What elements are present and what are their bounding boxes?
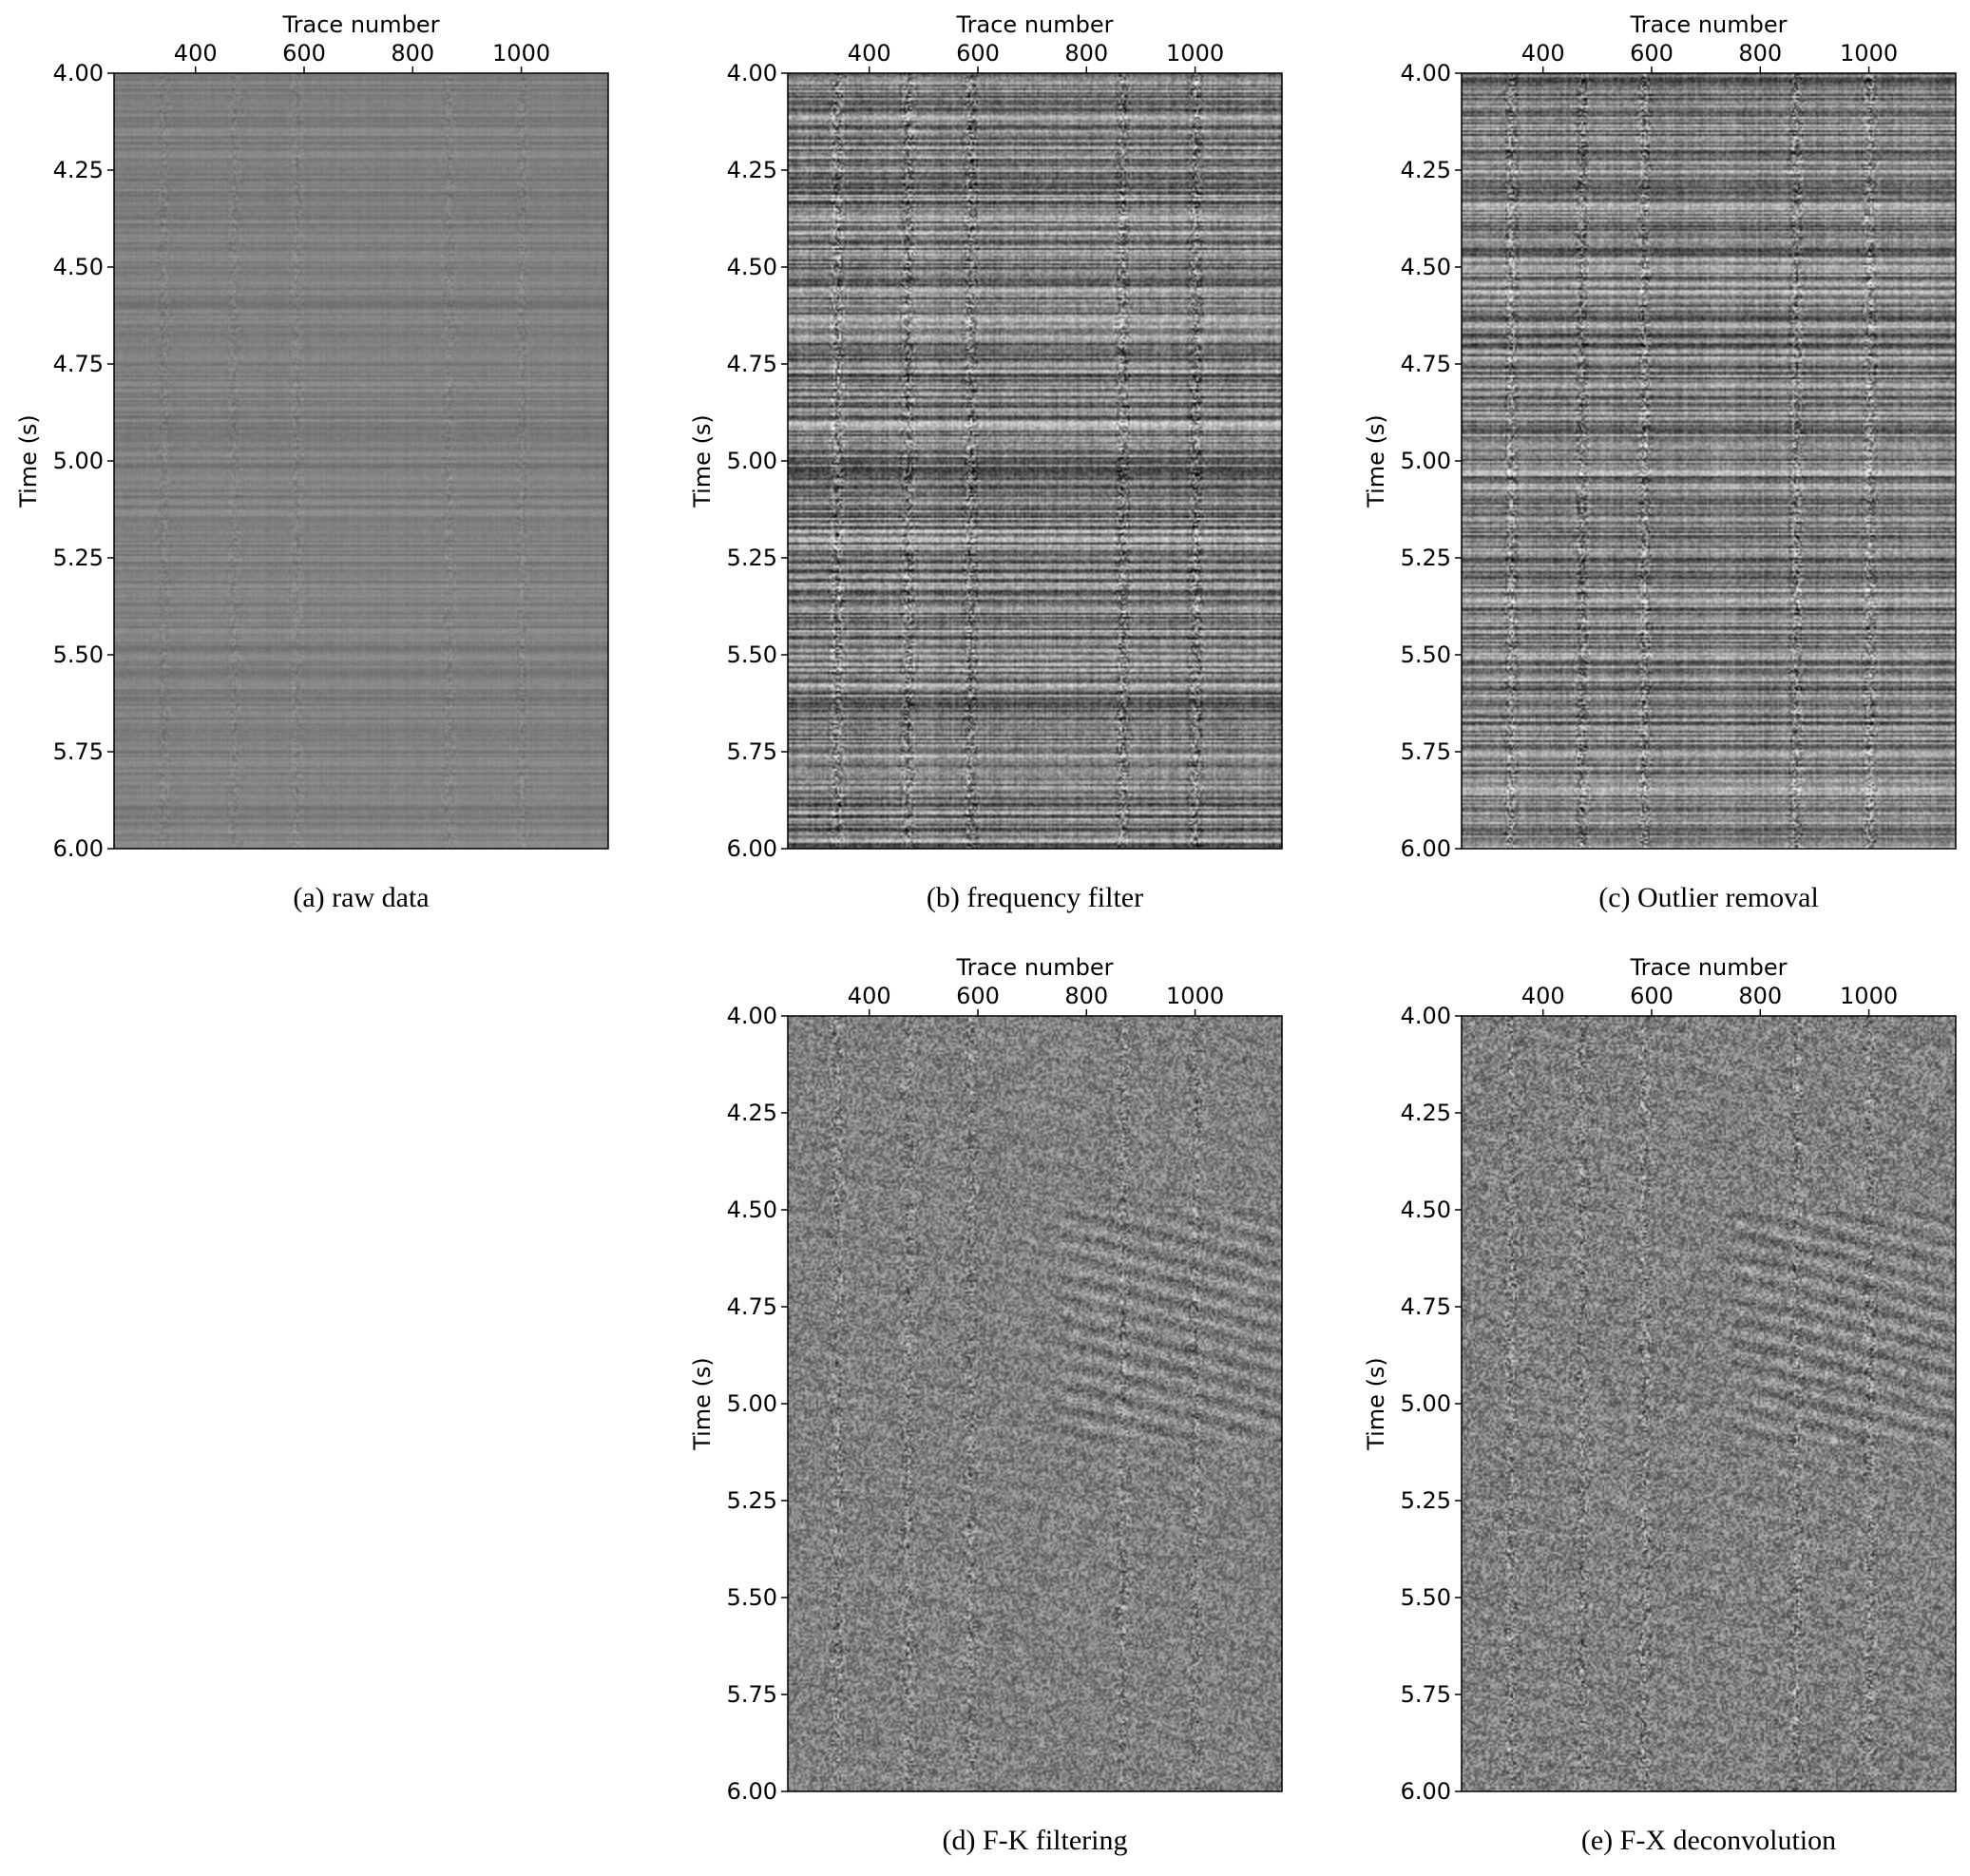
x-tick-label: 600: [282, 40, 326, 67]
y-tick-label: 5.00: [1401, 1390, 1451, 1417]
y-tick-label: 4.25: [727, 1100, 777, 1126]
heatmap-image: [788, 1016, 1282, 1791]
y-axis-label: Time (s): [1363, 1357, 1389, 1451]
y-tick-label: 5.75: [1401, 1681, 1451, 1708]
chart-panel-3: 400 600 800 1000 Trace number 4.00 4.25 4.50 4.7…: [689, 954, 1283, 1856]
x-tick-label: 1000: [1840, 40, 1898, 67]
x-axis-label: Trace number: [956, 11, 1114, 38]
y-tick-label: 4.25: [727, 157, 777, 183]
y-tick-label: 6.00: [727, 835, 777, 862]
x-tick-label: 800: [1738, 983, 1782, 1009]
x-tick-label: 600: [956, 40, 1000, 67]
y-tick-label: 5.25: [1401, 545, 1451, 571]
y-tick-label: 5.00: [53, 448, 104, 474]
x-tick-label: 1000: [492, 40, 550, 67]
panel-caption: (c) Outlier removal: [1598, 882, 1819, 913]
y-tick-label: 4.75: [53, 351, 104, 377]
y-tick-label: 6.00: [1401, 835, 1451, 862]
x-tick-label: 400: [1521, 40, 1565, 67]
heatmap-image: [788, 73, 1282, 849]
y-tick-label: 4.00: [1401, 60, 1451, 86]
y-tick-label: 5.25: [53, 545, 104, 571]
x-axis-label: Trace number: [282, 11, 440, 38]
y-tick-label: 5.75: [53, 738, 104, 765]
y-tick-label: 4.75: [1401, 1293, 1451, 1320]
y-tick-label: 5.50: [53, 641, 104, 668]
y-tick-label: 4.00: [53, 60, 104, 86]
y-tick-label: 5.50: [727, 1584, 777, 1611]
y-tick-label: 4.00: [1401, 1003, 1451, 1029]
x-tick-label: 600: [956, 983, 1000, 1009]
x-tick-label: 400: [848, 983, 891, 1009]
y-tick-label: 4.50: [727, 254, 777, 280]
y-tick-label: 5.75: [727, 1681, 777, 1708]
y-axis-label: Time (s): [15, 414, 42, 508]
x-tick-label: 600: [1630, 40, 1674, 67]
chart-panel-1: 400 600 800 1000 Trace number 4.00 4.25 4.50 4.7…: [689, 11, 1283, 913]
y-tick-label: 4.75: [727, 1293, 777, 1320]
x-axis-label: Trace number: [1630, 954, 1788, 981]
y-tick-label: 6.00: [1401, 1778, 1451, 1805]
x-tick-label: 1000: [1840, 983, 1898, 1009]
y-tick-label: 4.50: [1401, 1196, 1451, 1223]
x-tick-label: 1000: [1166, 983, 1224, 1009]
x-axis-label: Trace number: [956, 954, 1114, 981]
y-tick-label: 4.00: [727, 1003, 777, 1029]
y-tick-label: 4.75: [1401, 351, 1451, 377]
y-axis-label: Time (s): [1363, 414, 1389, 508]
x-tick-label: 800: [1064, 983, 1108, 1009]
y-tick-label: 5.50: [1401, 1584, 1451, 1611]
x-axis-label: Trace number: [1630, 11, 1788, 38]
heatmap-image: [1462, 73, 1956, 849]
x-tick-label: 1000: [1166, 40, 1224, 67]
x-tick-label: 400: [848, 40, 891, 67]
y-tick-label: 4.50: [1401, 254, 1451, 280]
y-tick-label: 4.50: [53, 254, 104, 280]
panel-caption: (b) frequency filter: [927, 882, 1143, 913]
y-tick-label: 5.75: [727, 738, 777, 765]
y-tick-label: 5.50: [727, 641, 777, 668]
x-tick-label: 800: [1064, 40, 1108, 67]
y-tick-label: 5.25: [1401, 1487, 1451, 1514]
y-tick-label: 4.25: [1401, 157, 1451, 183]
y-tick-label: 5.75: [1401, 738, 1451, 765]
y-tick-label: 6.00: [727, 1778, 777, 1805]
y-tick-label: 4.50: [727, 1196, 777, 1223]
y-tick-label: 5.00: [1401, 448, 1451, 474]
chart-panel-4: 400 600 800 1000 Trace number 4.00 4.25 4.50 4.7…: [1363, 954, 1957, 1856]
y-tick-label: 4.75: [727, 351, 777, 377]
y-tick-label: 5.00: [727, 1390, 777, 1417]
y-tick-label: 5.50: [1401, 641, 1451, 668]
y-tick-label: 5.00: [727, 448, 777, 474]
x-tick-label: 400: [174, 40, 218, 67]
y-tick-label: 5.25: [727, 545, 777, 571]
x-tick-label: 400: [1521, 983, 1565, 1009]
y-axis-label: Time (s): [689, 414, 716, 508]
x-tick-label: 800: [391, 40, 434, 67]
y-tick-label: 4.25: [1401, 1100, 1451, 1126]
x-tick-label: 800: [1738, 40, 1782, 67]
panel-caption: (d) F-K filtering: [943, 1825, 1128, 1856]
heatmap-image: [1462, 1016, 1956, 1791]
chart-panel-0: 400 600 800 1000 Trace number 4.00 4.25 4.50 4.7…: [15, 11, 609, 913]
heatmap-image: [114, 73, 608, 849]
panel-caption: (a) raw data: [293, 882, 429, 913]
y-tick-label: 4.00: [727, 60, 777, 86]
y-tick-label: 6.00: [53, 835, 104, 862]
panel-caption: (e) F-X deconvolution: [1581, 1825, 1836, 1856]
y-axis-label: Time (s): [689, 1357, 716, 1451]
y-tick-label: 5.25: [727, 1487, 777, 1514]
x-tick-label: 600: [1630, 983, 1674, 1009]
y-tick-label: 4.25: [53, 157, 104, 183]
chart-panel-2: 400 600 800 1000 Trace number 4.00 4.25 4.50 4.7…: [1363, 11, 1957, 913]
